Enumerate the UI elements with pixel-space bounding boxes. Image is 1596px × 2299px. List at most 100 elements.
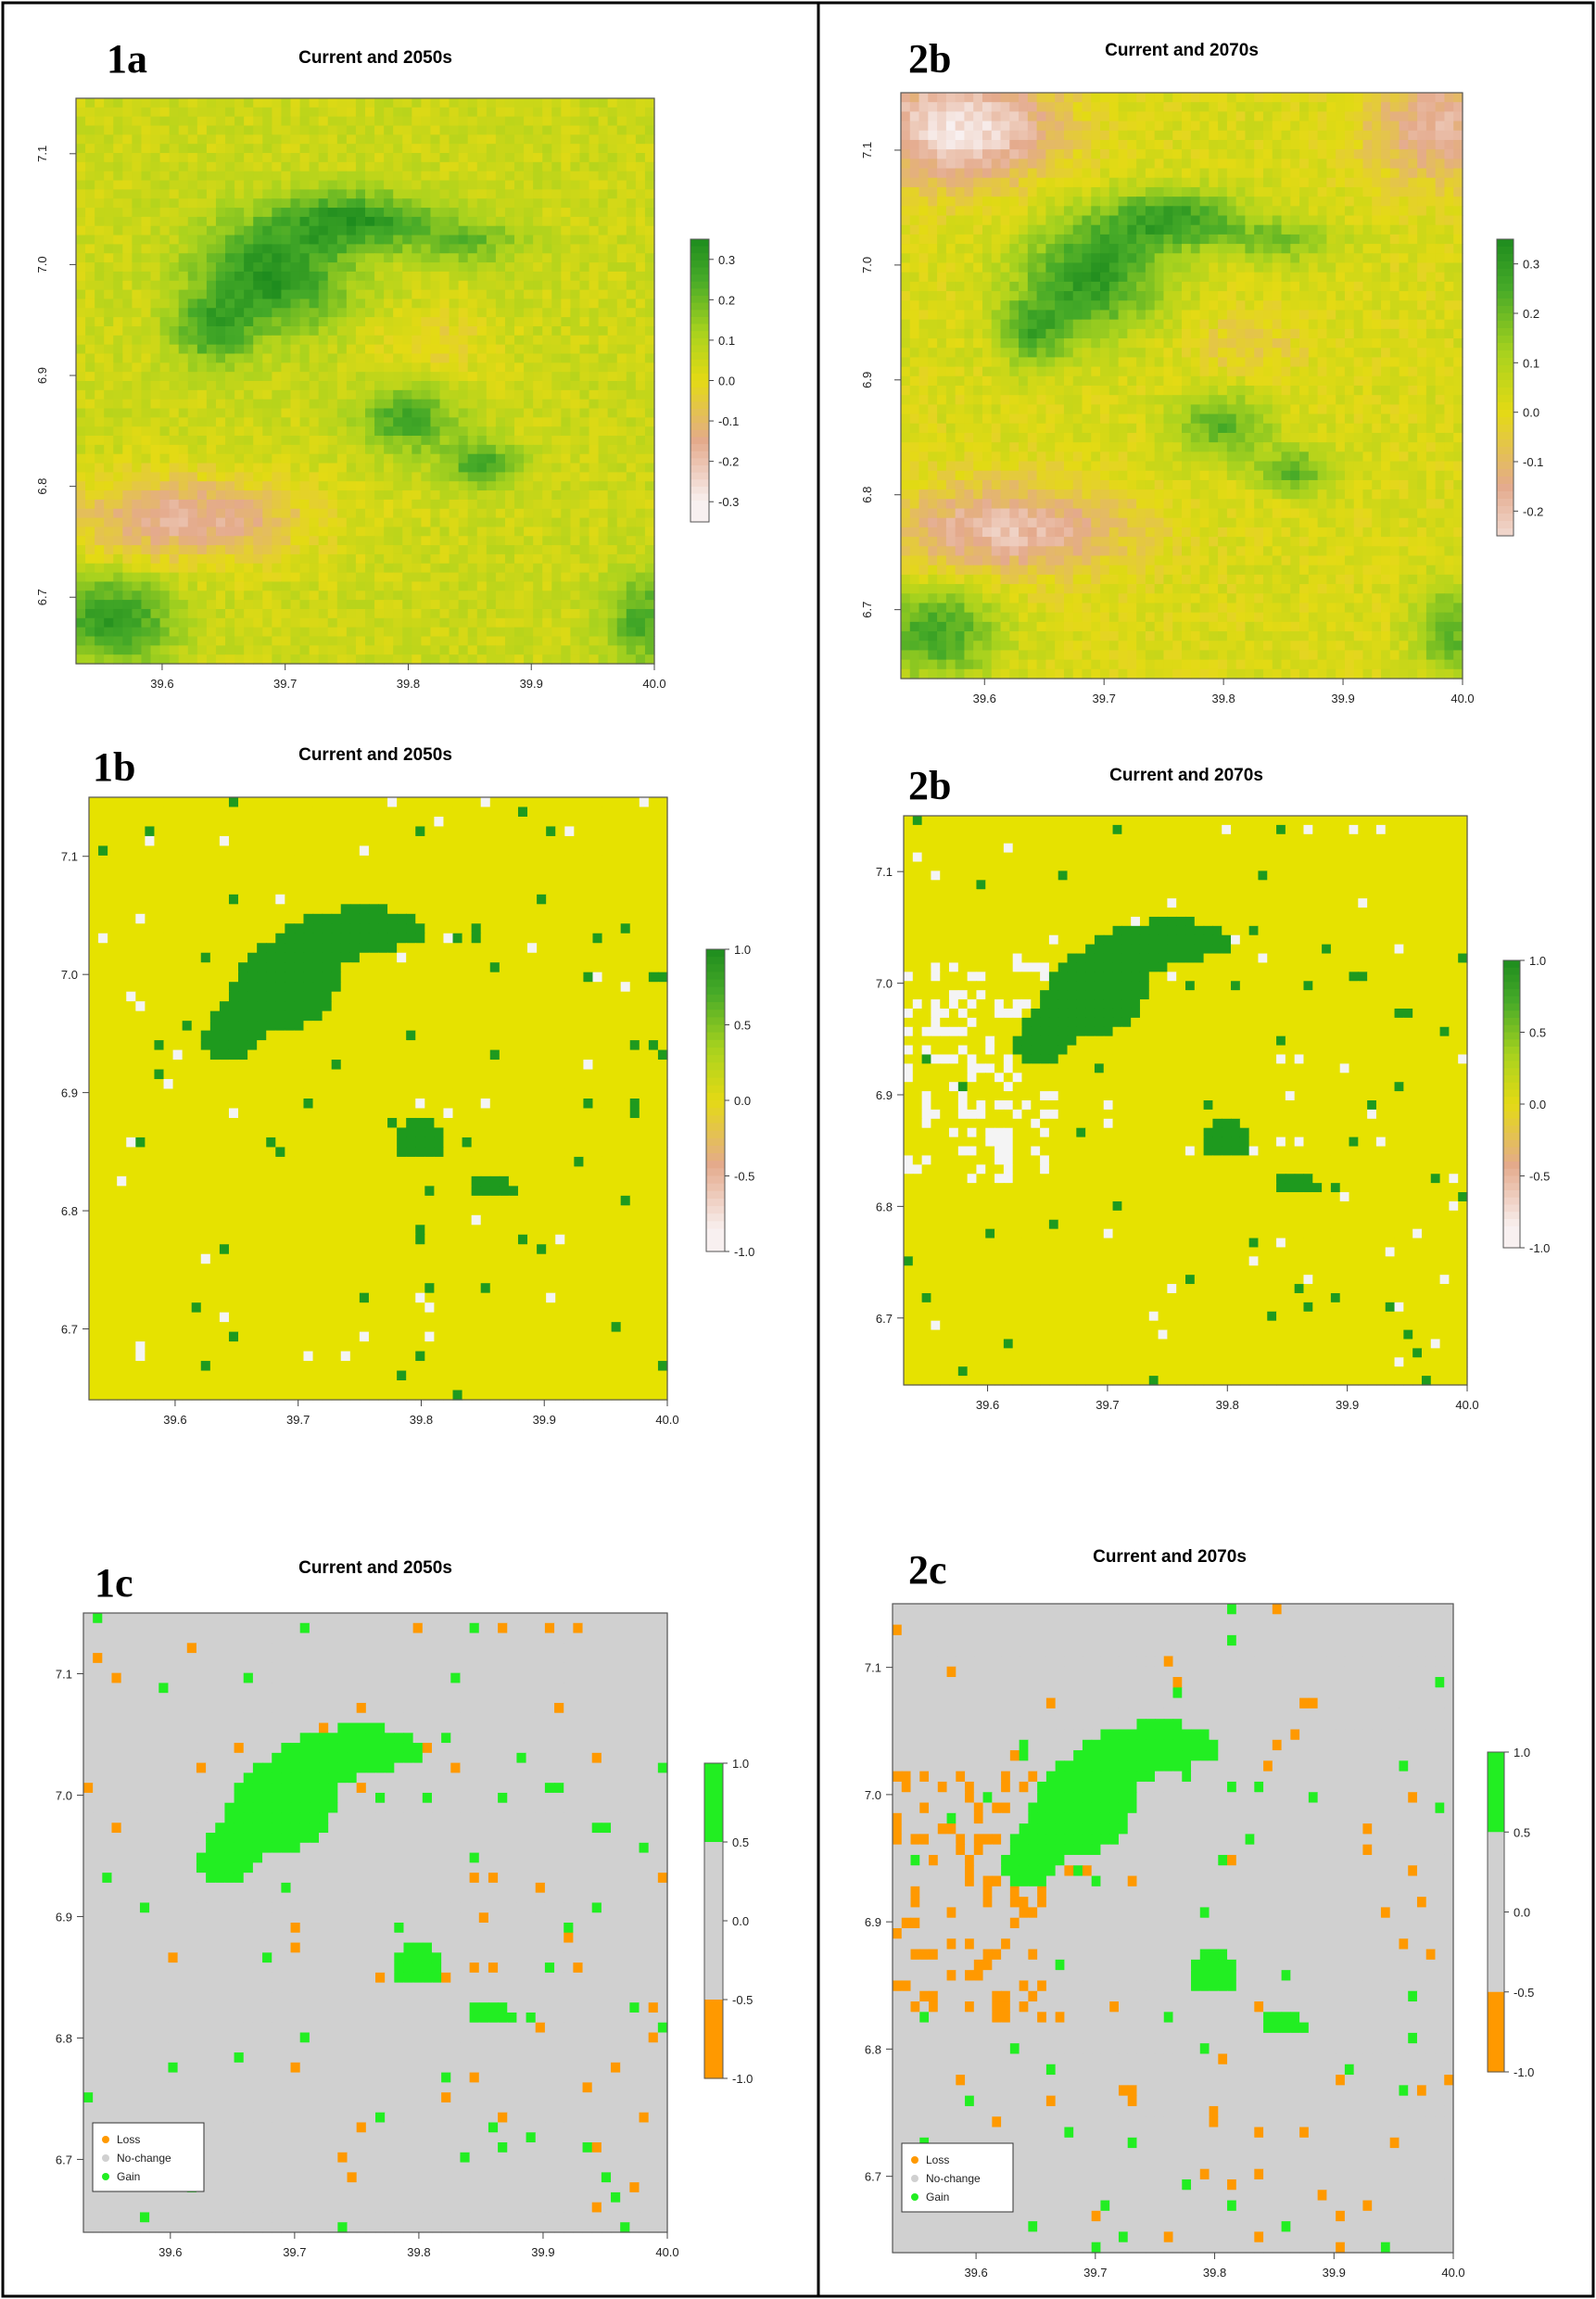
raster-cell [589,490,600,500]
raster-cell [617,581,627,591]
raster-cell [216,554,226,564]
raster-cell [132,372,142,381]
raster-cell [281,290,291,299]
raster-cell [542,198,552,208]
raster-cell [608,436,618,445]
raster-cell [113,500,123,509]
raster-cell [608,353,618,362]
raster-cell [477,454,488,464]
raster-cell [402,181,412,190]
raster-cell [290,98,300,108]
raster-cell [104,189,114,198]
raster-cell [617,609,627,618]
raster-cell [459,600,469,609]
raster-cell [310,153,320,162]
raster-cell [179,98,189,108]
raster-cell [356,481,366,490]
raster-cell [1045,225,1055,235]
raster-cell [319,317,329,326]
raster-cell [319,518,329,527]
raster-cell [430,108,440,117]
raster-cell [151,628,161,637]
raster-cell [551,472,562,481]
raster-cell [319,600,329,609]
raster-cell [216,618,226,628]
raster-cell [197,308,208,317]
raster-cell [85,171,95,181]
raster-cell [430,134,440,144]
raster-cell [450,654,460,664]
raster-cell [412,226,422,235]
raster-cell [551,153,562,162]
raster-cell [505,400,515,409]
raster-cell [207,628,217,637]
raster-cell [337,436,348,445]
raster-cell [234,281,245,290]
raster-cell [627,381,637,390]
raster-cell [1309,216,1318,226]
raster-cell [570,564,580,573]
raster-cell [170,436,180,445]
raster-cell [85,372,95,381]
raster-cell [1200,121,1210,132]
raster-cell [234,600,245,609]
raster-cell [496,208,506,217]
raster-cell [608,445,618,454]
raster-cell [281,262,291,272]
raster-cell [393,308,403,317]
raster-cell [179,445,189,454]
raster-cell [570,126,580,135]
raster-cell [244,108,254,117]
raster-cell [1245,225,1254,235]
raster-cell [374,226,385,235]
raster-cell [533,654,543,664]
raster-cell [1082,131,1091,141]
raster-cell [468,618,478,628]
raster-cell [570,198,580,208]
raster-cell [946,131,956,141]
raster-cell [328,545,338,554]
raster-cell [1400,206,1409,216]
raster-cell [319,262,329,272]
raster-cell [188,181,198,190]
raster-cell [627,308,637,317]
raster-cell [393,618,403,628]
raster-cell [402,226,412,235]
raster-cell [225,618,235,628]
raster-cell [365,272,375,281]
raster-cell [459,317,469,326]
raster-cell [337,336,348,345]
raster-cell [225,372,235,381]
raster-cell [1417,197,1426,207]
raster-cell [244,409,254,418]
raster-cell [179,490,189,500]
colorbar-swatch [690,253,709,260]
raster-cell [132,281,142,290]
raster-cell [384,290,394,299]
raster-cell [1028,225,1037,235]
raster-cell [356,98,366,108]
raster-cell [402,464,412,473]
colorbar-swatch [690,387,709,395]
raster-cell [901,244,910,254]
raster-cell [272,272,282,281]
y-tick-label: 7.0 [35,256,49,273]
raster-cell [599,217,609,226]
raster-cell [477,108,488,117]
raster-cell [1218,235,1227,245]
raster-cell [982,140,992,150]
raster-cell [1064,131,1073,141]
raster-cell [496,345,506,354]
raster-cell [1218,169,1227,179]
raster-cell [141,490,151,500]
raster-cell [328,654,338,664]
raster-cell [310,600,320,609]
raster-cell [1236,93,1246,103]
raster-cell [85,134,95,144]
raster-cell [617,545,627,554]
raster-cell [262,326,272,336]
raster-cell [310,500,320,509]
raster-cell [1182,235,1191,245]
raster-cell [1417,121,1426,132]
raster-cell [1109,225,1119,235]
